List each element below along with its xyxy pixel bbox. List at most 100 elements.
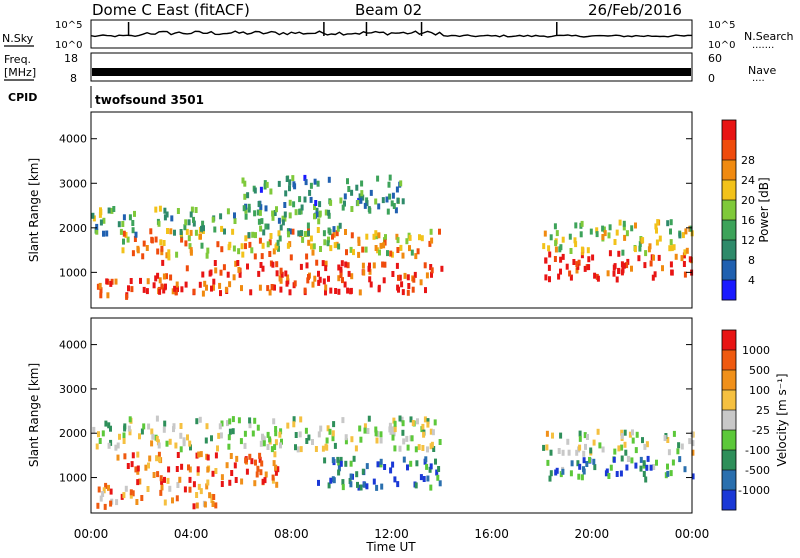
heatmap-cell <box>332 421 336 428</box>
heatmap-cell <box>638 245 642 252</box>
heatmap-cell <box>613 448 617 455</box>
heatmap-cell <box>287 231 290 238</box>
heatmap-cell <box>625 262 629 269</box>
heatmap-cell <box>238 271 242 278</box>
heatmap-cell <box>620 444 624 451</box>
heatmap-cell <box>653 271 657 278</box>
heatmap-cell <box>363 427 367 434</box>
heatmap-cell <box>324 284 328 291</box>
heatmap-cell <box>350 273 354 280</box>
heatmap-cell <box>131 250 135 257</box>
heatmap-cell <box>139 277 142 284</box>
heatmap-cell <box>381 261 385 268</box>
heatmap-cell <box>409 460 413 467</box>
heatmap-cell <box>333 442 337 449</box>
heatmap-cell <box>196 469 200 476</box>
heatmap-cell <box>233 212 236 219</box>
heatmap-cell <box>246 192 250 199</box>
colorbar-tick-label: 12 <box>741 234 755 247</box>
heatmap-cell <box>228 428 232 435</box>
heatmap-cell <box>670 269 674 276</box>
heatmap-cell <box>277 245 280 252</box>
heatmap-cell <box>331 457 335 464</box>
heatmap-cell <box>688 438 692 445</box>
heatmap-cell <box>164 283 167 290</box>
heatmap-cell <box>182 437 186 444</box>
velocity-y-label: Slant Range [km] <box>27 363 41 467</box>
heatmap-cell <box>361 194 365 201</box>
heatmap-cell <box>208 492 212 499</box>
y-tick-label: 1000 <box>59 266 87 279</box>
heatmap-cell <box>561 253 565 260</box>
heatmap-cell <box>635 431 639 438</box>
heatmap-cell <box>658 235 662 242</box>
heatmap-cell <box>206 247 210 254</box>
heatmap-cell <box>379 431 383 438</box>
heatmap-cell <box>272 418 276 425</box>
heatmap-cell <box>169 228 173 235</box>
heatmap-cell <box>400 416 404 423</box>
heatmap-cell <box>189 211 193 218</box>
heatmap-cell <box>309 235 313 242</box>
heatmap-cell <box>592 458 596 465</box>
heatmap-cell <box>233 218 237 224</box>
heatmap-cell <box>280 438 283 445</box>
heatmap-cell <box>197 483 201 490</box>
heatmap-cell <box>569 248 573 254</box>
heatmap-cell <box>146 486 150 492</box>
heatmap-cell <box>413 271 417 278</box>
heatmap-cell <box>162 240 166 246</box>
heatmap-cell <box>260 218 264 225</box>
heatmap-cell <box>386 250 389 257</box>
heatmap-cell <box>264 471 268 478</box>
heatmap-cell <box>298 431 302 438</box>
heatmap-cell <box>382 277 386 284</box>
heatmap-cell <box>121 221 125 227</box>
heatmap-cell <box>315 207 319 214</box>
heatmap-cell <box>313 213 316 220</box>
heatmap-cell <box>409 416 413 423</box>
heatmap-cell <box>204 437 208 444</box>
heatmap-cell <box>292 416 296 423</box>
heatmap-cell <box>258 237 262 244</box>
heatmap-cell <box>580 246 584 253</box>
heatmap-cell <box>377 232 381 239</box>
heatmap-cell <box>154 275 158 282</box>
heatmap-cell <box>146 278 150 285</box>
heatmap-cell <box>346 262 350 269</box>
heatmap-cell <box>316 227 320 233</box>
heatmap-cell <box>343 193 347 200</box>
heatmap-cell <box>345 249 348 256</box>
frequency-band <box>92 68 691 76</box>
heatmap-cell <box>157 451 161 458</box>
heatmap-cell <box>401 429 405 436</box>
heatmap-cell <box>303 174 307 181</box>
heatmap-cell <box>227 434 231 441</box>
heatmap-cell <box>339 266 343 273</box>
heatmap-cell <box>354 445 358 452</box>
nave-tick-bottom: 0 <box>708 72 715 85</box>
heatmap-cell <box>211 216 215 223</box>
heatmap-cell <box>300 230 303 237</box>
heatmap-cell <box>321 445 325 452</box>
heatmap-cell <box>349 481 353 488</box>
heatmap-cell <box>220 481 224 487</box>
heatmap-cell <box>554 240 558 247</box>
heatmap-cell <box>311 439 314 445</box>
heatmap-cell <box>361 246 365 253</box>
heatmap-cell <box>223 228 226 235</box>
heatmap-cell <box>165 211 169 218</box>
colorbar-segment <box>722 280 736 301</box>
heatmap-cell <box>396 197 400 204</box>
heatmap-cell <box>210 435 213 442</box>
heatmap-cell <box>277 180 281 187</box>
heatmap-cell <box>157 220 161 227</box>
heatmap-cell <box>162 273 166 280</box>
heatmap-cell <box>350 436 354 443</box>
heatmap-cell <box>180 236 184 243</box>
nave-tick-top: 60 <box>708 52 722 65</box>
heatmap-cell <box>621 266 625 273</box>
heatmap-cell <box>109 500 113 507</box>
heatmap-cell <box>670 245 674 252</box>
heatmap-cell <box>216 445 219 452</box>
